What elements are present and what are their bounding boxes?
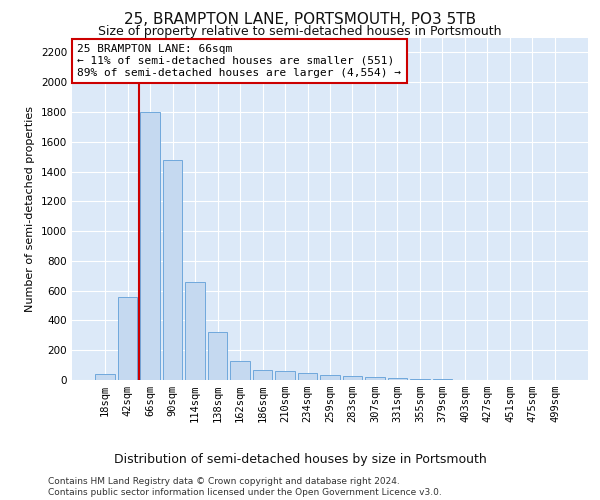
Bar [253, 370, 272, 380]
Bar [275, 371, 295, 380]
Bar [185, 282, 205, 380]
Text: Distribution of semi-detached houses by size in Portsmouth: Distribution of semi-detached houses by … [113, 452, 487, 466]
Text: Size of property relative to semi-detached houses in Portsmouth: Size of property relative to semi-detach… [98, 25, 502, 38]
Bar [343, 376, 362, 380]
Bar [163, 160, 182, 380]
Y-axis label: Number of semi-detached properties: Number of semi-detached properties [25, 106, 35, 312]
Bar [365, 377, 385, 380]
Bar [118, 296, 137, 380]
Bar [410, 379, 430, 380]
Bar [95, 374, 115, 380]
Bar [140, 112, 160, 380]
Bar [230, 360, 250, 380]
Text: 25 BRAMPTON LANE: 66sqm
← 11% of semi-detached houses are smaller (551)
89% of s: 25 BRAMPTON LANE: 66sqm ← 11% of semi-de… [77, 44, 401, 78]
Bar [388, 378, 407, 380]
Bar [320, 375, 340, 380]
Bar [298, 372, 317, 380]
Bar [208, 332, 227, 380]
Text: 25, BRAMPTON LANE, PORTSMOUTH, PO3 5TB: 25, BRAMPTON LANE, PORTSMOUTH, PO3 5TB [124, 12, 476, 28]
Text: Contains HM Land Registry data © Crown copyright and database right 2024.
Contai: Contains HM Land Registry data © Crown c… [48, 478, 442, 497]
